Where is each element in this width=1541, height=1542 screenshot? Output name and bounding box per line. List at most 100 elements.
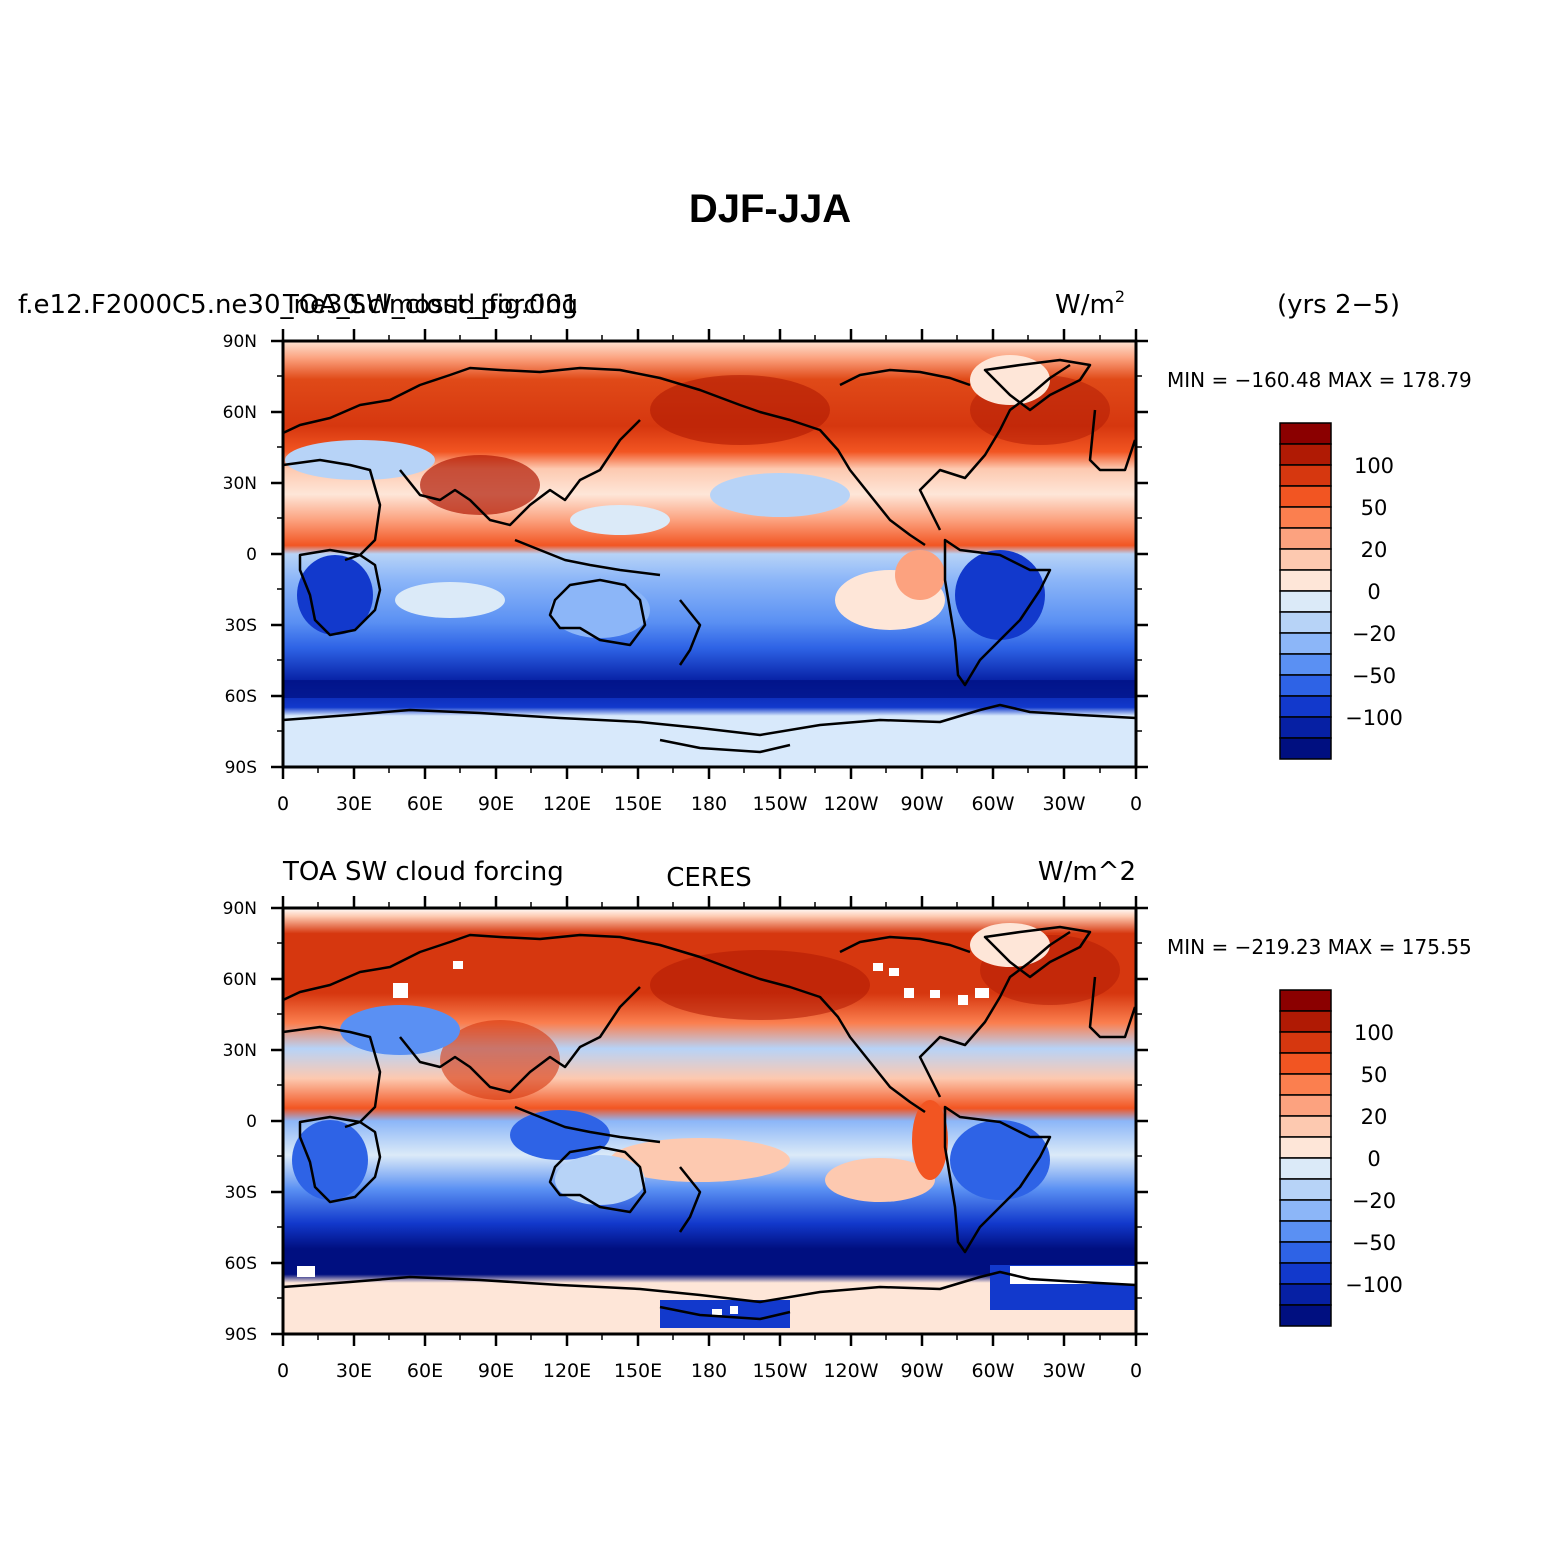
- colorbar-box: [1279, 1052, 1332, 1075]
- x-tick-label: 60W: [972, 793, 1015, 815]
- x-tick-label: 60W: [972, 1360, 1015, 1382]
- panel-1-patch: [955, 550, 1045, 640]
- colorbar-label: 0: [1367, 580, 1380, 604]
- panel-1-units-text: W/m: [1055, 290, 1115, 320]
- x-tick-label: 30W: [1043, 1360, 1086, 1382]
- panel-2-minor-ticks: [277, 902, 1142, 1340]
- colorbar-box: [1279, 485, 1332, 508]
- x-tick-label: 90E: [478, 793, 514, 815]
- panel-1-patch: [970, 355, 1050, 405]
- panel-2-patch: [912, 1100, 948, 1180]
- panel-1-patch: [395, 582, 505, 618]
- colorbar-label: 50: [1361, 1063, 1388, 1087]
- panel-1-patch: [550, 582, 650, 638]
- panel-1-patch: [297, 555, 373, 635]
- colorbar-box: [1279, 674, 1332, 697]
- panel-1-right-title: (yrs 2−5): [1277, 290, 1400, 320]
- colorbar-box: [1279, 1031, 1332, 1054]
- colorbar-box: [1279, 569, 1332, 592]
- x-tick-label: 150E: [614, 1360, 662, 1382]
- colorbar-box: [1279, 1283, 1332, 1306]
- y-tick-label: 0: [246, 545, 257, 565]
- panel-1-x-tick-labels: 0 30E 60E 90E 120E 150E 180 150W 120W 90…: [277, 793, 1142, 815]
- colorbar-box: [1279, 1136, 1332, 1159]
- panel-1-left-title: TOA_SW_cloud_forcing: [282, 290, 578, 320]
- panel-1-ticks: [271, 329, 1148, 779]
- colorbar-box: [1279, 1115, 1332, 1138]
- y-tick-label: 60N: [223, 970, 257, 990]
- panel-1-minor-ticks: [277, 335, 1142, 773]
- panel-2-patch: [555, 1155, 645, 1205]
- panel-1: f.e12.F2000C5.ne30_ne30.clmosst_pig.001 …: [18, 287, 1472, 815]
- x-tick-label: 150W: [752, 1360, 807, 1382]
- x-tick-label: 90E: [478, 1360, 514, 1382]
- colorbar-label: −50: [1352, 664, 1396, 688]
- panel-2-patch: [292, 1120, 368, 1200]
- panel-1-stats: MIN = −160.48 MAX = 178.79: [1167, 368, 1472, 392]
- colorbar-label: 20: [1361, 1105, 1388, 1129]
- y-tick-label: 60N: [223, 403, 257, 423]
- figure-title: DJF-JJA: [689, 187, 851, 231]
- x-tick-label: 150E: [614, 793, 662, 815]
- x-tick-label: 120E: [543, 793, 591, 815]
- x-tick-label: 30E: [336, 1360, 372, 1382]
- colorbar-label: 100: [1354, 1021, 1394, 1045]
- panel-2: TOA SW cloud forcing CERES W/m^2 MIN = −…: [223, 857, 1472, 1382]
- colorbar-box: [1279, 737, 1332, 760]
- colorbar-box: [1279, 1304, 1332, 1327]
- panel-2-left-title: TOA SW cloud forcing: [282, 857, 564, 887]
- panel-1-patch: [650, 375, 830, 445]
- x-tick-label: 180: [691, 1360, 727, 1382]
- panel-2-stats: MIN = −219.23 MAX = 175.55: [1167, 935, 1472, 959]
- colorbar-box: [1279, 611, 1332, 634]
- panel-2-x-tick-labels: 0 30E 60E 90E 120E 150E 180 150W 120W 90…: [277, 1360, 1142, 1382]
- y-tick-label: 90S: [225, 1325, 257, 1345]
- panel-2-patch: [340, 1005, 460, 1055]
- colorbar-box: [1279, 1157, 1332, 1180]
- x-tick-label: 120W: [823, 793, 878, 815]
- colorbar-label: 20: [1361, 538, 1388, 562]
- colorbar-box: [1279, 653, 1332, 676]
- x-tick-label: 60E: [407, 1360, 443, 1382]
- panel-1-map: [271, 329, 1148, 779]
- panel-2-patch: [825, 1158, 935, 1202]
- panel-1-patch: [710, 473, 850, 517]
- colorbar-box: [1279, 527, 1332, 550]
- panel-2-colorbar-labels: 100 50 20 0 −20 −50 −100: [1345, 1021, 1403, 1297]
- x-tick-label: 0: [277, 793, 289, 815]
- x-tick-label: 0: [1130, 1360, 1142, 1382]
- colorbar-box: [1279, 1262, 1332, 1285]
- colorbar-box: [1279, 590, 1332, 613]
- x-tick-label: 120E: [543, 1360, 591, 1382]
- y-tick-label: 30S: [225, 616, 257, 636]
- colorbar-box: [1279, 1241, 1332, 1264]
- colorbar-box: [1279, 422, 1332, 445]
- panel-2-patch: [510, 1110, 610, 1160]
- colorbar-box: [1279, 1178, 1332, 1201]
- x-tick-label: 30E: [336, 793, 372, 815]
- panel-2-patch: [650, 950, 870, 1020]
- panel-1-units-superscript: 2: [1115, 287, 1125, 306]
- panel-2-units: W/m^2: [1038, 857, 1136, 887]
- colorbar-box: [1279, 1094, 1332, 1117]
- x-tick-label: 90W: [901, 1360, 944, 1382]
- colorbar-box: [1279, 1220, 1332, 1243]
- colorbar-box: [1279, 548, 1332, 571]
- panel-2-patch: [610, 1138, 790, 1182]
- panel-1-coastlines: [282, 358, 1137, 754]
- colorbar-box: [1279, 506, 1332, 529]
- x-tick-label: 120W: [823, 1360, 878, 1382]
- panel-2-patch: [950, 1120, 1050, 1200]
- panel-1-patch: [570, 505, 670, 535]
- colorbar-label: −50: [1352, 1231, 1396, 1255]
- panel-2-coastlines: [282, 925, 1137, 1321]
- colorbar-box: [1279, 716, 1332, 739]
- x-tick-label: 90W: [901, 793, 944, 815]
- y-tick-label: 90N: [223, 332, 257, 352]
- colorbar-label: −100: [1345, 706, 1403, 730]
- panel-1-patch: [285, 440, 435, 480]
- panel-2-ticks: [271, 896, 1148, 1346]
- panel-1-patch: [420, 455, 540, 515]
- y-tick-label: 30N: [223, 474, 257, 494]
- panel-2-patch: [660, 1300, 790, 1328]
